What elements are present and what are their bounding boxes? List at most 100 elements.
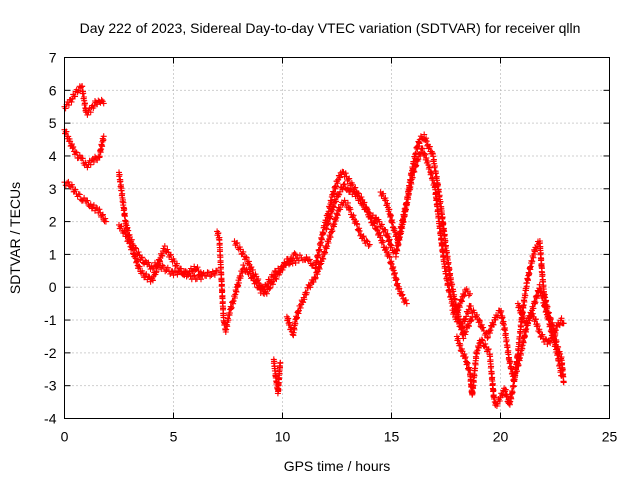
data-point bbox=[237, 273, 244, 280]
data-point bbox=[76, 152, 83, 159]
data-point bbox=[90, 158, 97, 165]
data-point bbox=[476, 318, 483, 324]
chart-title: Day 222 of 2023, Sidereal Day-to-day VTE… bbox=[80, 20, 581, 36]
data-point bbox=[69, 145, 76, 152]
data-point bbox=[149, 276, 156, 282]
data-point bbox=[346, 175, 353, 182]
data-point bbox=[363, 237, 370, 244]
data-point bbox=[344, 199, 351, 206]
data-point bbox=[393, 276, 400, 283]
y-tick-labels: -4 -3 -2 -1 0 1 2 3 4 5 6 7 bbox=[44, 50, 57, 427]
data-point bbox=[386, 254, 393, 261]
data-point bbox=[72, 186, 79, 193]
data-point bbox=[96, 153, 103, 160]
data-point bbox=[539, 331, 546, 338]
data-point bbox=[178, 265, 185, 272]
data-point bbox=[513, 359, 520, 366]
data-point bbox=[480, 324, 487, 331]
data-point bbox=[522, 292, 529, 299]
data-point bbox=[174, 271, 181, 278]
data-point bbox=[100, 133, 107, 140]
data-point bbox=[96, 206, 103, 213]
data-point bbox=[72, 93, 78, 100]
data-point bbox=[503, 337, 510, 343]
data-point bbox=[496, 398, 503, 404]
y-tick-label: 0 bbox=[49, 279, 57, 295]
data-point bbox=[243, 254, 250, 261]
data-point bbox=[547, 316, 554, 322]
data-point bbox=[164, 264, 171, 271]
data-point bbox=[136, 263, 143, 270]
data-point bbox=[467, 318, 474, 325]
data-point bbox=[435, 213, 442, 220]
data-point bbox=[335, 192, 342, 198]
data-point bbox=[421, 150, 428, 157]
data-point bbox=[462, 355, 468, 362]
data-point bbox=[102, 218, 109, 225]
data-point bbox=[102, 215, 109, 222]
axis-ticks bbox=[64, 57, 610, 419]
data-point bbox=[423, 138, 430, 145]
data-point bbox=[529, 310, 536, 317]
data-point bbox=[409, 165, 416, 172]
data-point bbox=[174, 260, 180, 267]
data-point bbox=[478, 336, 485, 343]
data-point bbox=[313, 259, 320, 265]
data-point bbox=[465, 310, 472, 317]
data-point bbox=[440, 220, 447, 227]
y-axis-label: SDTVAR / TECUs bbox=[7, 182, 23, 294]
data-point bbox=[511, 376, 518, 383]
data-point bbox=[403, 201, 410, 208]
data-point bbox=[376, 229, 383, 236]
data-point bbox=[81, 194, 88, 201]
data-point bbox=[129, 245, 136, 252]
data-point bbox=[352, 184, 359, 191]
data-point bbox=[138, 255, 145, 261]
data-point bbox=[462, 316, 468, 323]
data-point bbox=[153, 268, 160, 275]
data-point bbox=[407, 177, 414, 184]
data-point bbox=[350, 212, 357, 219]
data-point bbox=[128, 244, 135, 251]
data-points bbox=[61, 83, 567, 409]
data-point bbox=[450, 288, 457, 295]
data-point bbox=[328, 199, 335, 205]
data-point bbox=[388, 242, 395, 249]
data-point bbox=[158, 252, 165, 259]
data-point bbox=[277, 359, 284, 366]
data-point bbox=[308, 262, 315, 269]
data-point bbox=[331, 189, 338, 196]
data-point bbox=[423, 154, 430, 161]
data-point bbox=[345, 176, 352, 183]
data-point bbox=[460, 293, 467, 300]
data-point bbox=[303, 289, 310, 296]
data-point bbox=[225, 317, 232, 323]
data-point bbox=[120, 227, 127, 234]
data-point bbox=[337, 206, 344, 213]
y-tick-label: 4 bbox=[49, 148, 57, 164]
data-point bbox=[329, 228, 336, 234]
data-point bbox=[376, 218, 383, 225]
data-point bbox=[550, 333, 557, 340]
data-point bbox=[211, 271, 218, 278]
data-point bbox=[422, 151, 429, 158]
data-point bbox=[68, 98, 75, 105]
data-point bbox=[360, 233, 367, 240]
data-point bbox=[449, 281, 456, 288]
data-point bbox=[266, 285, 273, 292]
data-point bbox=[433, 170, 439, 176]
data-point bbox=[547, 339, 554, 346]
data-point bbox=[320, 230, 327, 237]
data-point bbox=[462, 328, 469, 335]
data-point bbox=[476, 317, 483, 323]
data-point bbox=[258, 284, 265, 291]
data-point bbox=[83, 198, 90, 205]
data-point bbox=[69, 141, 75, 148]
data-point bbox=[534, 322, 541, 329]
data-point bbox=[100, 100, 107, 107]
data-point bbox=[159, 252, 166, 259]
x-tick-label: 5 bbox=[170, 429, 178, 445]
data-point bbox=[509, 389, 516, 396]
data-point bbox=[560, 379, 567, 386]
data-point bbox=[333, 198, 340, 205]
